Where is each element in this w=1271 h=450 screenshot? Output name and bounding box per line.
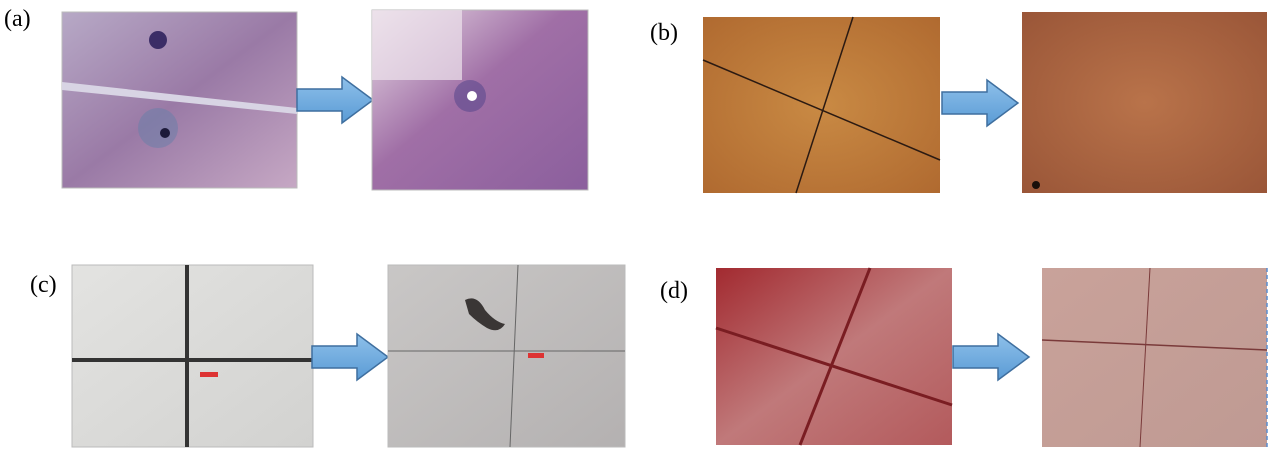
arrow (297, 77, 373, 123)
micrograph (1042, 268, 1267, 447)
micrograph (72, 265, 313, 447)
arrow (312, 334, 388, 380)
panel-label: (c) (30, 272, 57, 298)
panel-label: (b) (650, 20, 678, 46)
panel-label: (d) (660, 278, 688, 304)
micrograph (703, 17, 940, 193)
figure: (a) (b) (c) (d) (0, 0, 1271, 450)
micrograph (388, 265, 625, 447)
arrow (953, 334, 1029, 380)
micrograph (716, 268, 952, 445)
arrow (942, 80, 1018, 126)
micrograph (1022, 12, 1267, 193)
micrograph (372, 10, 588, 190)
panel-label: (a) (4, 6, 31, 32)
micrograph (62, 12, 297, 188)
